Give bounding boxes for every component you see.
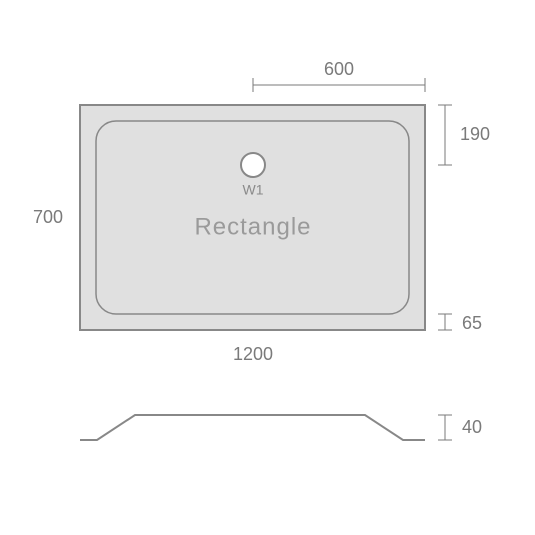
dim-600: 600 — [324, 59, 354, 79]
dim-65: 65 — [462, 313, 482, 333]
dim-190: 190 — [460, 124, 490, 144]
dim-right-40: 40 — [438, 415, 482, 440]
profile-view — [80, 415, 425, 440]
dim-40: 40 — [462, 417, 482, 437]
dim-left-700: 700 — [33, 207, 63, 227]
dim-right-65: 65 — [438, 313, 482, 333]
shape-title: Rectangle — [194, 213, 311, 240]
dim-1200: 1200 — [233, 344, 273, 364]
dim-700: 700 — [33, 207, 63, 227]
dim-bottom-1200: 1200 — [233, 344, 273, 364]
dimension-diagram: 600 190 700 W1 Rectangle 65 1200 40 — [0, 0, 535, 535]
drain-label: W1 — [243, 182, 264, 198]
dim-right-190: 190 — [438, 105, 490, 165]
drain-hole — [241, 153, 265, 177]
dim-top-600: 600 — [253, 59, 425, 92]
